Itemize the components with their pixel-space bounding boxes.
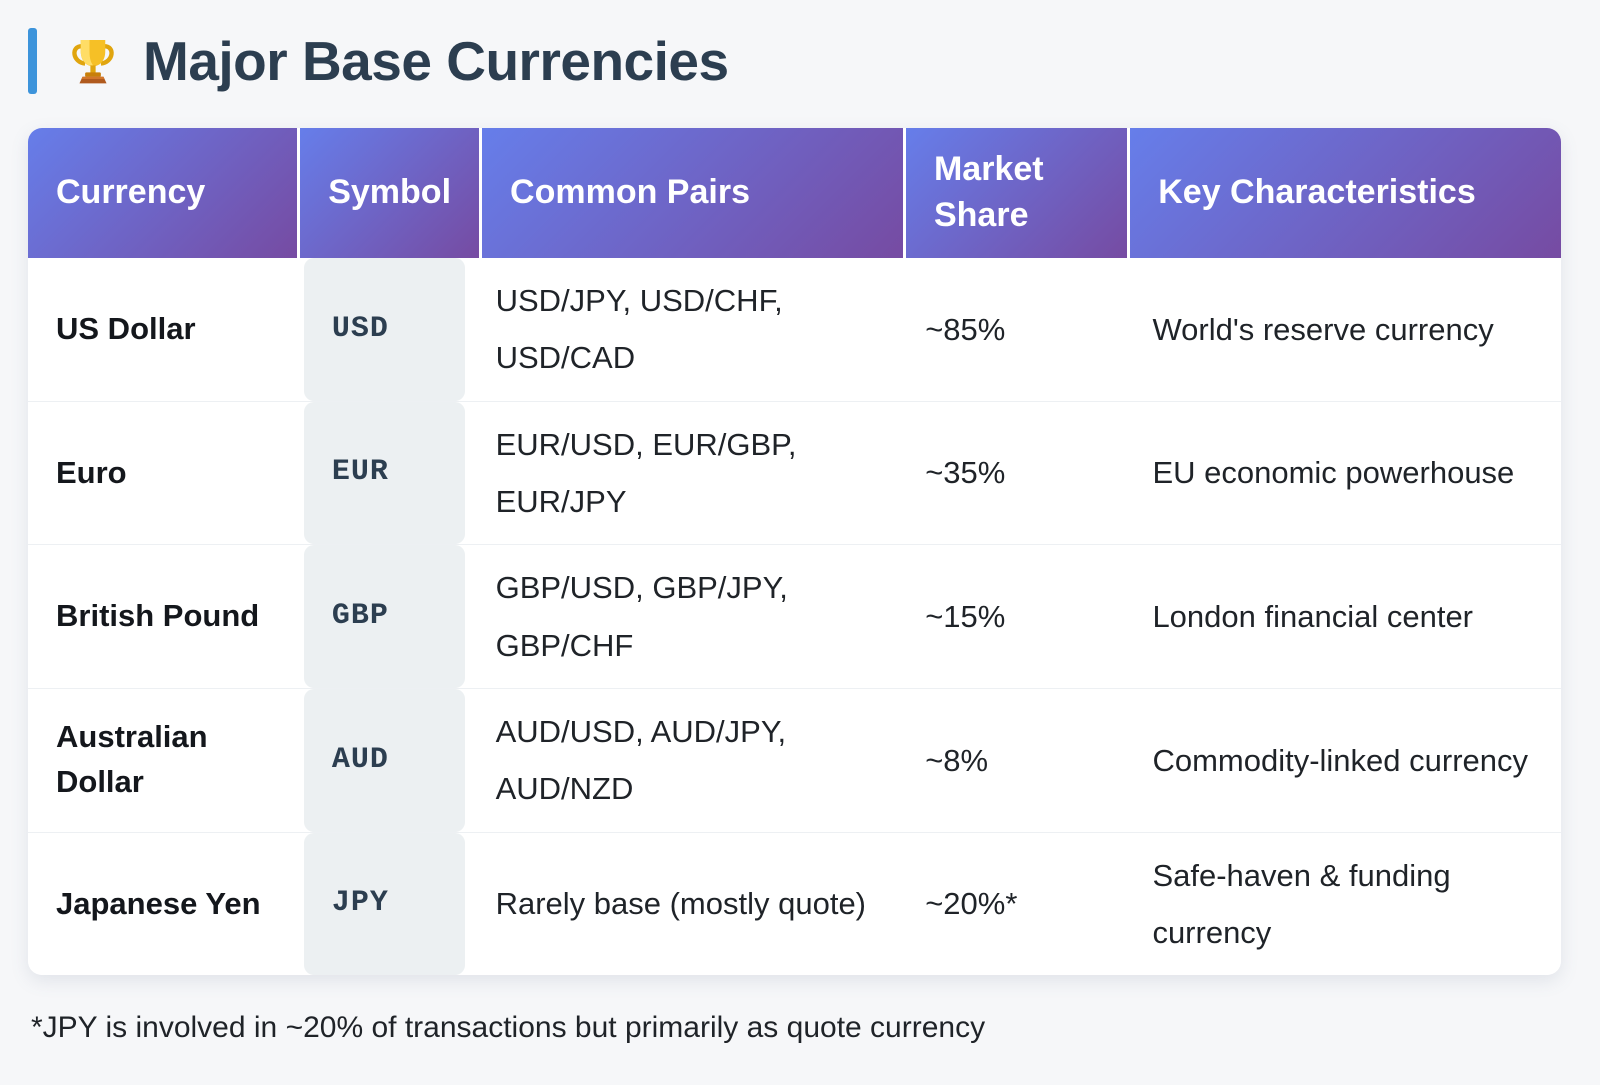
symbol-cell: GBP [303,545,465,689]
market-share: ~35% [925,455,1006,491]
common-pairs: GBP/USD, GBP/JPY, GBP/CHF [495,570,788,663]
market-share: ~20%* [925,886,1018,922]
symbol-code: AUD [331,742,389,777]
currency-name: Euro [56,454,127,490]
column-header-symbol: Symbol [300,128,480,258]
table-row-jpy: Japanese Yen JPY Rarely base (mostly quo… [28,831,1561,976]
table-row-eur: Euro EUR EUR/USD, EUR/GBP, EUR/JPY ~35% … [28,400,1561,545]
title-accent-bar [28,28,37,94]
common-pairs: AUD/USD, AUD/JPY, AUD/NZD [495,714,787,807]
symbol-code: EUR [331,455,389,490]
key-characteristics: World's reserve currency [1152,311,1494,347]
table-row-usd: US Dollar USD USD/JPY, USD/CHF, USD/CAD … [28,258,1561,401]
table-row-aud: Australian Dollar AUD AUD/USD, AUD/JPY, … [28,688,1561,832]
key-characteristics: Safe-haven & funding currency [1152,857,1451,951]
common-pairs: USD/JPY, USD/CHF, USD/CAD [495,283,783,376]
column-header-key-characteristics: Key Characteristics [1130,128,1561,258]
common-pairs: EUR/USD, EUR/GBP, EUR/JPY [495,426,797,520]
currency-name: US Dollar [56,310,196,346]
symbol-cell: JPY [303,832,465,976]
table-row-gbp: British Pound GBP GBP/USD, GBP/JPY, GBP/… [28,544,1561,689]
common-pairs: Rarely base (mostly quote) [495,886,867,922]
column-header-common-pairs: Common Pairs [482,128,903,258]
symbol-code: GBP [331,598,389,633]
column-header-currency: Currency [28,128,298,258]
symbol-cell: EUR [303,401,465,545]
currency-name: Japanese Yen [56,885,261,921]
major-base-currencies-table: Currency Symbol Common Pairs Market Shar… [28,128,1561,976]
page-title: Major Base Currencies [143,29,729,92]
market-share: ~85% [925,311,1006,347]
currency-name: British Pound [56,598,260,634]
symbol-cell: AUD [303,689,465,832]
symbol-code: JPY [331,886,389,921]
key-characteristics: London financial center [1152,599,1474,635]
trophy-icon [72,40,114,84]
symbol-code: USD [331,311,389,346]
key-characteristics: Commodity-linked currency [1152,742,1528,778]
market-share: ~15% [925,599,1006,635]
jpy-footnote: *JPY is involved in ~20% of transactions… [31,1011,986,1045]
column-header-market-share: Market Share [905,128,1128,258]
key-characteristics: EU economic powerhouse [1152,455,1515,491]
market-share: ~8% [925,742,989,778]
symbol-cell: USD [303,258,465,401]
currency-name: Australian Dollar [56,719,208,800]
page-header: Major Base Currencies [28,28,1561,94]
table-header-row: Currency Symbol Common Pairs Market Shar… [28,128,1561,258]
